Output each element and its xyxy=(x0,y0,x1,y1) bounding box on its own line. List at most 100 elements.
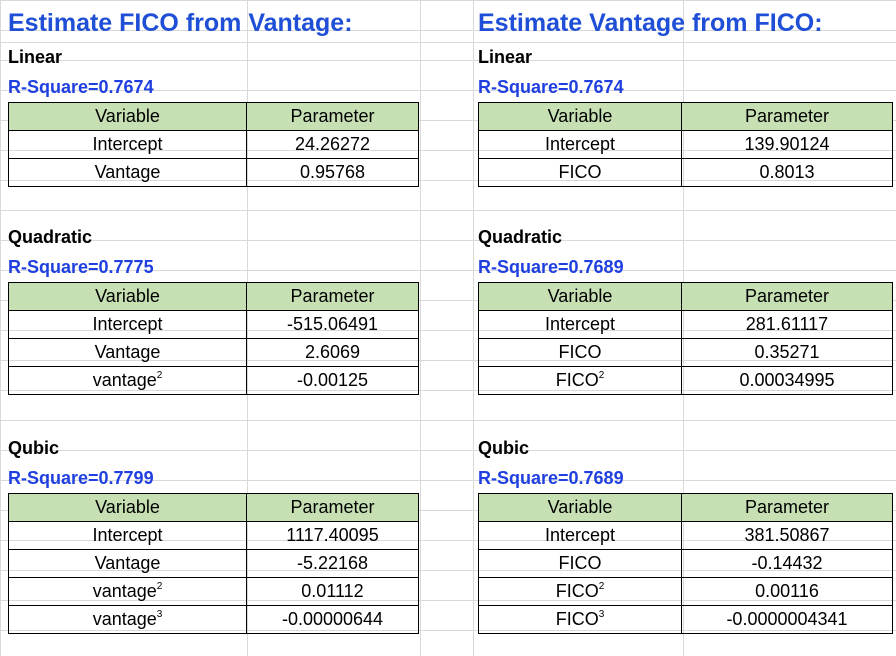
header-variable: Variable xyxy=(8,282,247,311)
variable-name: vantage xyxy=(92,370,157,390)
variable-name: FICO xyxy=(555,370,599,390)
cell-variable: Intercept xyxy=(8,310,247,339)
variable-name: vantage xyxy=(92,609,157,629)
cell-variable: Intercept xyxy=(8,521,247,550)
table-row: Intercept 281.61117 xyxy=(478,310,893,339)
cell-variable: Intercept xyxy=(8,130,247,159)
r-square-value: R-Square=0.7674 xyxy=(478,77,624,97)
model-name: Qubic xyxy=(478,438,530,458)
r-square-value: R-Square=0.7799 xyxy=(8,468,154,488)
header-parameter: Parameter xyxy=(681,493,893,522)
cell-parameter: -0.00125 xyxy=(246,366,419,395)
variable-name: Vantage xyxy=(94,162,161,182)
table-row: FICO2 0.00034995 xyxy=(478,366,893,395)
table-row: Vantage 2.6069 xyxy=(8,338,419,367)
exponent: 2 xyxy=(156,370,163,381)
table-row: Intercept 24.26272 xyxy=(8,130,419,159)
model-name: Linear xyxy=(478,47,533,67)
table-header-row: Variable Parameter xyxy=(8,102,419,131)
header-variable: Variable xyxy=(8,493,247,522)
variable-name: Intercept xyxy=(544,525,616,545)
variable-name: FICO xyxy=(558,342,602,362)
cell-variable: FICO xyxy=(478,338,682,367)
cell-variable: FICO xyxy=(478,549,682,578)
header-parameter: Parameter xyxy=(681,282,893,311)
cell-variable: FICO xyxy=(478,158,682,187)
exponent: 2 xyxy=(156,581,163,592)
r-square-value: R-Square=0.7775 xyxy=(8,257,154,277)
panel-title: Estimate FICO from Vantage: xyxy=(8,9,353,37)
cell-variable: vantage3 xyxy=(8,605,247,634)
variable-name: FICO xyxy=(558,162,602,182)
cell-variable: FICO2 xyxy=(478,577,682,606)
cell-parameter: 0.35271 xyxy=(681,338,893,367)
variable-name: Intercept xyxy=(92,314,163,334)
r-square-value: R-Square=0.7674 xyxy=(8,77,154,97)
variable-name: Intercept xyxy=(92,134,163,154)
variable-name: vantage xyxy=(92,581,157,601)
cell-variable: vantage2 xyxy=(8,366,247,395)
grid-row-line xyxy=(0,42,896,43)
cell-variable: FICO2 xyxy=(478,366,682,395)
variable-name: FICO xyxy=(558,553,602,573)
model-name: Quadratic xyxy=(478,227,563,247)
variable-name: Vantage xyxy=(94,553,161,573)
cell-parameter: 381.50867 xyxy=(681,521,893,550)
table-row: Intercept -515.06491 xyxy=(8,310,419,339)
variable-name: Intercept xyxy=(544,314,616,334)
variable-name: Vantage xyxy=(94,342,161,362)
variable-name: FICO xyxy=(555,581,599,601)
table-row: Intercept 139.90124 xyxy=(478,130,893,159)
parameter-table: Variable Parameter Intercept 281.61117 FICO 0… xyxy=(478,282,893,395)
cell-parameter: 139.90124 xyxy=(681,130,893,159)
table-header-row: Variable Parameter xyxy=(8,493,419,522)
header-variable: Variable xyxy=(478,282,682,311)
parameter-table: Variable Parameter Intercept 381.50867 FICO -… xyxy=(478,493,893,634)
header-variable: Variable xyxy=(478,493,682,522)
table-row: Vantage -5.22168 xyxy=(8,549,419,578)
table-row: FICO2 0.00116 xyxy=(478,577,893,606)
model-name: Qubic xyxy=(8,438,60,458)
cell-parameter: 281.61117 xyxy=(681,310,893,339)
table-row: FICO3 -0.0000004341 xyxy=(478,605,893,634)
header-variable: Variable xyxy=(8,102,247,131)
grid-column-line xyxy=(420,0,421,656)
exponent: 3 xyxy=(598,609,605,620)
variable-name: Intercept xyxy=(92,525,163,545)
exponent: 2 xyxy=(598,370,605,381)
table-header-row: Variable Parameter xyxy=(478,282,893,311)
r-square-value: R-Square=0.7689 xyxy=(478,468,624,488)
table-header-row: Variable Parameter xyxy=(8,282,419,311)
cell-parameter: 1117.40095 xyxy=(246,521,419,550)
table-row: vantage2 0.01112 xyxy=(8,577,419,606)
exponent: 2 xyxy=(598,581,605,592)
header-parameter: Parameter xyxy=(246,102,419,131)
r-square-value: R-Square=0.7689 xyxy=(478,257,624,277)
exponent: 3 xyxy=(156,609,163,620)
table-row: Vantage 0.95768 xyxy=(8,158,419,187)
cell-variable: Vantage xyxy=(8,338,247,367)
cell-variable: FICO3 xyxy=(478,605,682,634)
table-row: vantage2 -0.00125 xyxy=(8,366,419,395)
cell-variable: Vantage xyxy=(8,158,247,187)
parameter-table: Variable Parameter Intercept -515.06491 Vant… xyxy=(8,282,419,395)
cell-parameter: -0.00000644 xyxy=(246,605,419,634)
cell-parameter: 0.95768 xyxy=(246,158,419,187)
table-row: vantage3 -0.00000644 xyxy=(8,605,419,634)
cell-parameter: -0.0000004341 xyxy=(681,605,893,634)
parameter-table: Variable Parameter Intercept 1117.40095 Vant… xyxy=(8,493,419,634)
cell-parameter: 0.00116 xyxy=(681,577,893,606)
header-parameter: Parameter xyxy=(246,493,419,522)
cell-variable: Intercept xyxy=(478,310,682,339)
table-row: FICO -0.14432 xyxy=(478,549,893,578)
variable-name: FICO xyxy=(555,609,599,629)
header-variable: Variable xyxy=(478,102,682,131)
cell-variable: Intercept xyxy=(478,521,682,550)
variable-name: Intercept xyxy=(544,134,616,154)
cell-variable: Vantage xyxy=(8,549,247,578)
parameter-table: Variable Parameter Intercept 139.90124 FICO 0… xyxy=(478,102,893,187)
model-name: Quadratic xyxy=(8,227,93,247)
panel-fico-from-vantage: Estimate FICO from Vantage: Linear R-Squa… xyxy=(4,0,420,656)
cell-variable: Intercept xyxy=(478,130,682,159)
table-row: FICO 0.8013 xyxy=(478,158,893,187)
